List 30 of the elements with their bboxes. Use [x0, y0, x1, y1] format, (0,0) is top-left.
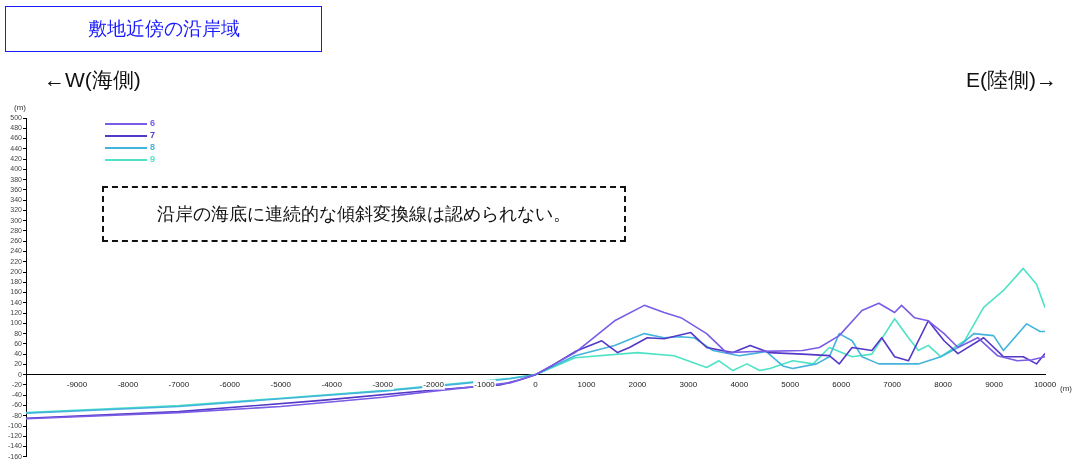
- x-tick-label: 4000: [730, 379, 749, 389]
- x-tick-label: -7000: [168, 379, 190, 389]
- x-tick-label: 2000: [628, 379, 647, 389]
- x-axis-title: (m): [1060, 383, 1073, 393]
- legend-label: 6: [150, 118, 156, 129]
- text: ←W(海側): [44, 67, 141, 93]
- x-tick-label: -5000: [270, 379, 292, 389]
- legend-label: 9: [150, 154, 156, 165]
- x-tick-label: 8000: [934, 379, 953, 389]
- x-tick-label: 1000: [577, 379, 596, 389]
- x-tick-label: 9000: [985, 379, 1004, 389]
- x-tick-label: 0: [533, 379, 539, 389]
- annotation: 沿岸の海底に連続的な傾斜変換線は認められない。: [102, 186, 626, 242]
- x-tick-label: 3000: [679, 379, 698, 389]
- x-tick-label: -9000: [66, 379, 88, 389]
- chart-title: 敷地近傍の沿岸域: [5, 6, 322, 52]
- x-tick-label: 10000: [1033, 379, 1057, 389]
- x-tick-label: 7000: [883, 379, 902, 389]
- x-tick-label: -2000: [423, 379, 445, 389]
- text: E(陸側)→: [966, 67, 1057, 93]
- x-tick-label: 6000: [832, 379, 851, 389]
- x-tick-label: 5000: [781, 379, 800, 389]
- x-tick-label: -4000: [321, 379, 343, 389]
- x-tick-label: -6000: [219, 379, 241, 389]
- y-axis-title: (m): [14, 103, 27, 112]
- x-tick-label: -1000: [474, 379, 496, 389]
- legend-label: 7: [150, 130, 156, 141]
- legend-label: 8: [150, 142, 156, 153]
- x-tick-label: -8000: [117, 379, 139, 389]
- x-tick-label: -3000: [372, 379, 394, 389]
